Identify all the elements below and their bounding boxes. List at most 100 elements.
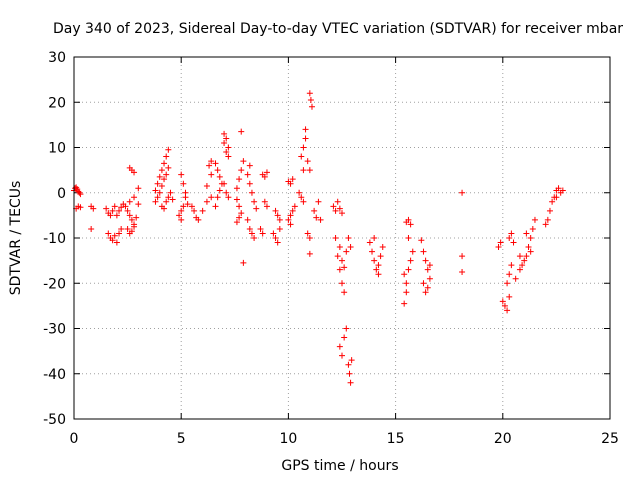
data-point [302,135,309,142]
data-point [546,207,553,214]
data-point [347,244,354,251]
data-point [336,244,343,251]
data-point [221,180,228,187]
data-point [113,212,120,219]
data-point [184,201,191,208]
data-point [77,191,84,198]
data-point [180,203,187,210]
data-point [304,158,311,165]
data-point [208,194,215,201]
data-point [107,212,114,219]
x-tick-label: 5 [177,431,186,447]
data-point [336,205,343,212]
y-tick-label: -30 [43,322,66,338]
data-point [251,198,258,205]
data-point [407,221,414,228]
data-point [116,230,123,237]
data-point [261,198,268,205]
data-point [306,90,313,97]
data-point [214,167,221,174]
data-point [251,235,258,241]
data-point [403,289,410,296]
data-point [223,135,230,142]
data-point [163,198,170,205]
data-point [161,205,168,212]
data-point [214,194,221,201]
data-point [317,216,324,223]
data-point [336,343,343,350]
data-point [203,198,210,205]
data-point [512,275,519,282]
data-point [405,235,412,241]
data-point [240,158,247,165]
data-point [459,189,466,196]
data-point [298,153,305,160]
data-point [263,169,270,176]
y-tick-label: 0 [57,186,66,202]
data-point [332,207,339,214]
data-point [377,253,384,260]
data-point [330,203,337,210]
data-point [296,189,303,196]
data-point [216,187,223,194]
data-point [373,266,380,273]
data-point [274,212,281,219]
data-point [274,239,281,246]
data-point [248,230,255,237]
data-point [371,235,378,241]
data-point [163,171,170,178]
data-point [424,266,431,273]
y-tick-label: -50 [43,412,66,428]
data-point [212,160,219,167]
x-tick-label: 20 [494,431,512,447]
data-point [131,194,138,201]
data-point [253,205,260,212]
data-point [336,266,343,273]
data-point [276,225,283,232]
data-point [315,198,322,205]
data-point [422,289,429,296]
data-point [131,223,138,230]
data-point [240,259,247,266]
data-point [375,262,382,269]
data-point [199,207,206,214]
data-point [420,280,427,287]
data-point [369,248,376,255]
data-point [345,361,352,368]
x-tick-label: 0 [70,431,79,447]
data-point [122,203,129,210]
data-point [165,164,172,171]
data-point [420,248,427,255]
data-point [188,203,195,210]
data-point [313,214,320,221]
data-point [298,194,305,201]
data-point [523,253,530,260]
data-point [422,257,429,264]
data-point [191,207,198,214]
data-point [263,203,270,210]
data-point [206,162,213,169]
data-point [131,169,138,176]
data-point [118,204,125,211]
data-point [549,198,556,205]
data-point [77,204,84,211]
data-point [225,194,232,201]
data-point [527,235,534,241]
data-point [285,216,292,223]
data-point [195,216,202,223]
data-point [516,266,523,273]
data-point [246,180,253,187]
data-point [76,189,83,196]
data-point [272,207,279,214]
data-point [366,239,373,246]
data-markers [71,90,566,386]
data-point [501,302,508,309]
data-point [178,216,185,223]
data-point [109,207,116,214]
data-point [233,185,240,192]
data-point [124,225,131,232]
data-point [158,167,165,174]
chart-title: Day 340 of 2023, Sidereal Day-to-day VTE… [53,21,623,37]
data-point [261,173,268,180]
data-point [347,379,354,386]
